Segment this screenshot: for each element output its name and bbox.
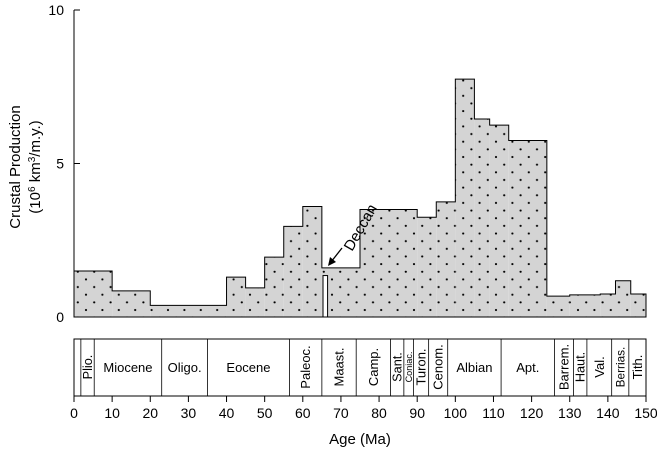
x-tick-label-80: 80 [371, 405, 387, 421]
area-step-dots-7 [302, 206, 322, 317]
area-step-dots-17 [569, 294, 601, 317]
production-area [73, 78, 647, 318]
y-axis-title: Crustal Production [7, 105, 24, 228]
area-step-dots-2 [150, 305, 227, 317]
x-axis-ticks: 0 10 20 30 40 50 60 70 80 90 100 110 120 130 140 150 [70, 396, 657, 421]
y-axis-ticks: 0 5 10 [48, 2, 80, 325]
area-step-dots-9 [360, 209, 418, 317]
stage-4: Paleoc. [298, 345, 313, 388]
y-axis-units: (106 km3/m.y.) [27, 120, 44, 213]
area-step-dots-16 [546, 296, 570, 317]
stage-13: Barrem. [557, 344, 572, 390]
x-tick-label-20: 20 [142, 405, 158, 421]
y-axis-title-line1: Crustal Production [7, 105, 24, 228]
x-tick-label-150: 150 [634, 405, 657, 421]
stage-15: Val. [592, 356, 607, 377]
stage-9: Turon. [414, 348, 429, 385]
stage-0: Plio. [81, 355, 95, 380]
y-tick-label-10: 10 [48, 2, 64, 18]
area-step-dots-8 [321, 267, 360, 317]
x-tick-label-10: 10 [104, 405, 120, 421]
x-tick-label-60: 60 [295, 405, 311, 421]
area-step-dots-6 [283, 226, 303, 317]
deccan-arrow-head [328, 257, 336, 266]
y-tick-label-0: 0 [56, 309, 64, 325]
x-tick-label-110: 110 [482, 405, 505, 421]
stage-1: Miocene [103, 360, 152, 375]
area-step-dots-19 [615, 280, 631, 317]
area-step-dots-1 [112, 290, 151, 317]
stage-3: Eocene [226, 360, 270, 375]
area-step-dots-14 [489, 125, 509, 317]
area-step-dots-12 [455, 79, 475, 317]
stage-17: Tith. [630, 355, 645, 380]
x-tick-label-50: 50 [257, 405, 273, 421]
x-tick-label-40: 40 [219, 405, 235, 421]
stage-5: Maast. [332, 347, 347, 386]
stage-11: Albian [456, 360, 492, 375]
area-step-dots-3 [226, 277, 246, 317]
area-outline [73, 78, 647, 318]
x-tick-label-140: 140 [596, 405, 620, 421]
stage-10: Cenom. [431, 344, 446, 390]
stage-14: Haut. [574, 352, 588, 382]
x-axis-title: Age (Ma) [329, 431, 391, 448]
stage-6: Camp. [366, 348, 381, 386]
x-tick-label-120: 120 [520, 405, 544, 421]
area-step-dots-0 [74, 270, 113, 317]
area-step-dots-13 [474, 118, 490, 317]
area-step-dots-4 [245, 287, 265, 317]
geologic-stages: Plio. Miocene Oligo. Eocene Paleoc. Maast. Cam… [80, 339, 645, 396]
stage-12: Apt. [516, 360, 539, 375]
area-step-dots-10 [417, 217, 437, 317]
area-step-dots-11 [436, 201, 456, 317]
area-step-dots-15 [508, 140, 547, 317]
area-step-dots-5 [264, 257, 284, 317]
area-step-dots-20 [630, 293, 646, 317]
stage-8: Coniac. [404, 352, 414, 383]
x-tick-label-0: 0 [70, 405, 78, 421]
y-tick-label-5: 5 [56, 156, 64, 172]
x-tick-label-90: 90 [409, 405, 425, 421]
x-tick-label-100: 100 [444, 405, 468, 421]
deccan-spike [322, 275, 329, 318]
x-tick-label-70: 70 [333, 405, 349, 421]
stage-7: Sant. [391, 352, 405, 382]
x-tick-label-30: 30 [181, 405, 197, 421]
area-step-dots-18 [600, 293, 616, 317]
y-axis-title-line2: (106 km3/m.y.) [27, 120, 44, 213]
stage-16: Berrias. [613, 347, 627, 388]
x-tick-label-130: 130 [558, 405, 582, 421]
stage-2: Oligo. [168, 360, 202, 375]
